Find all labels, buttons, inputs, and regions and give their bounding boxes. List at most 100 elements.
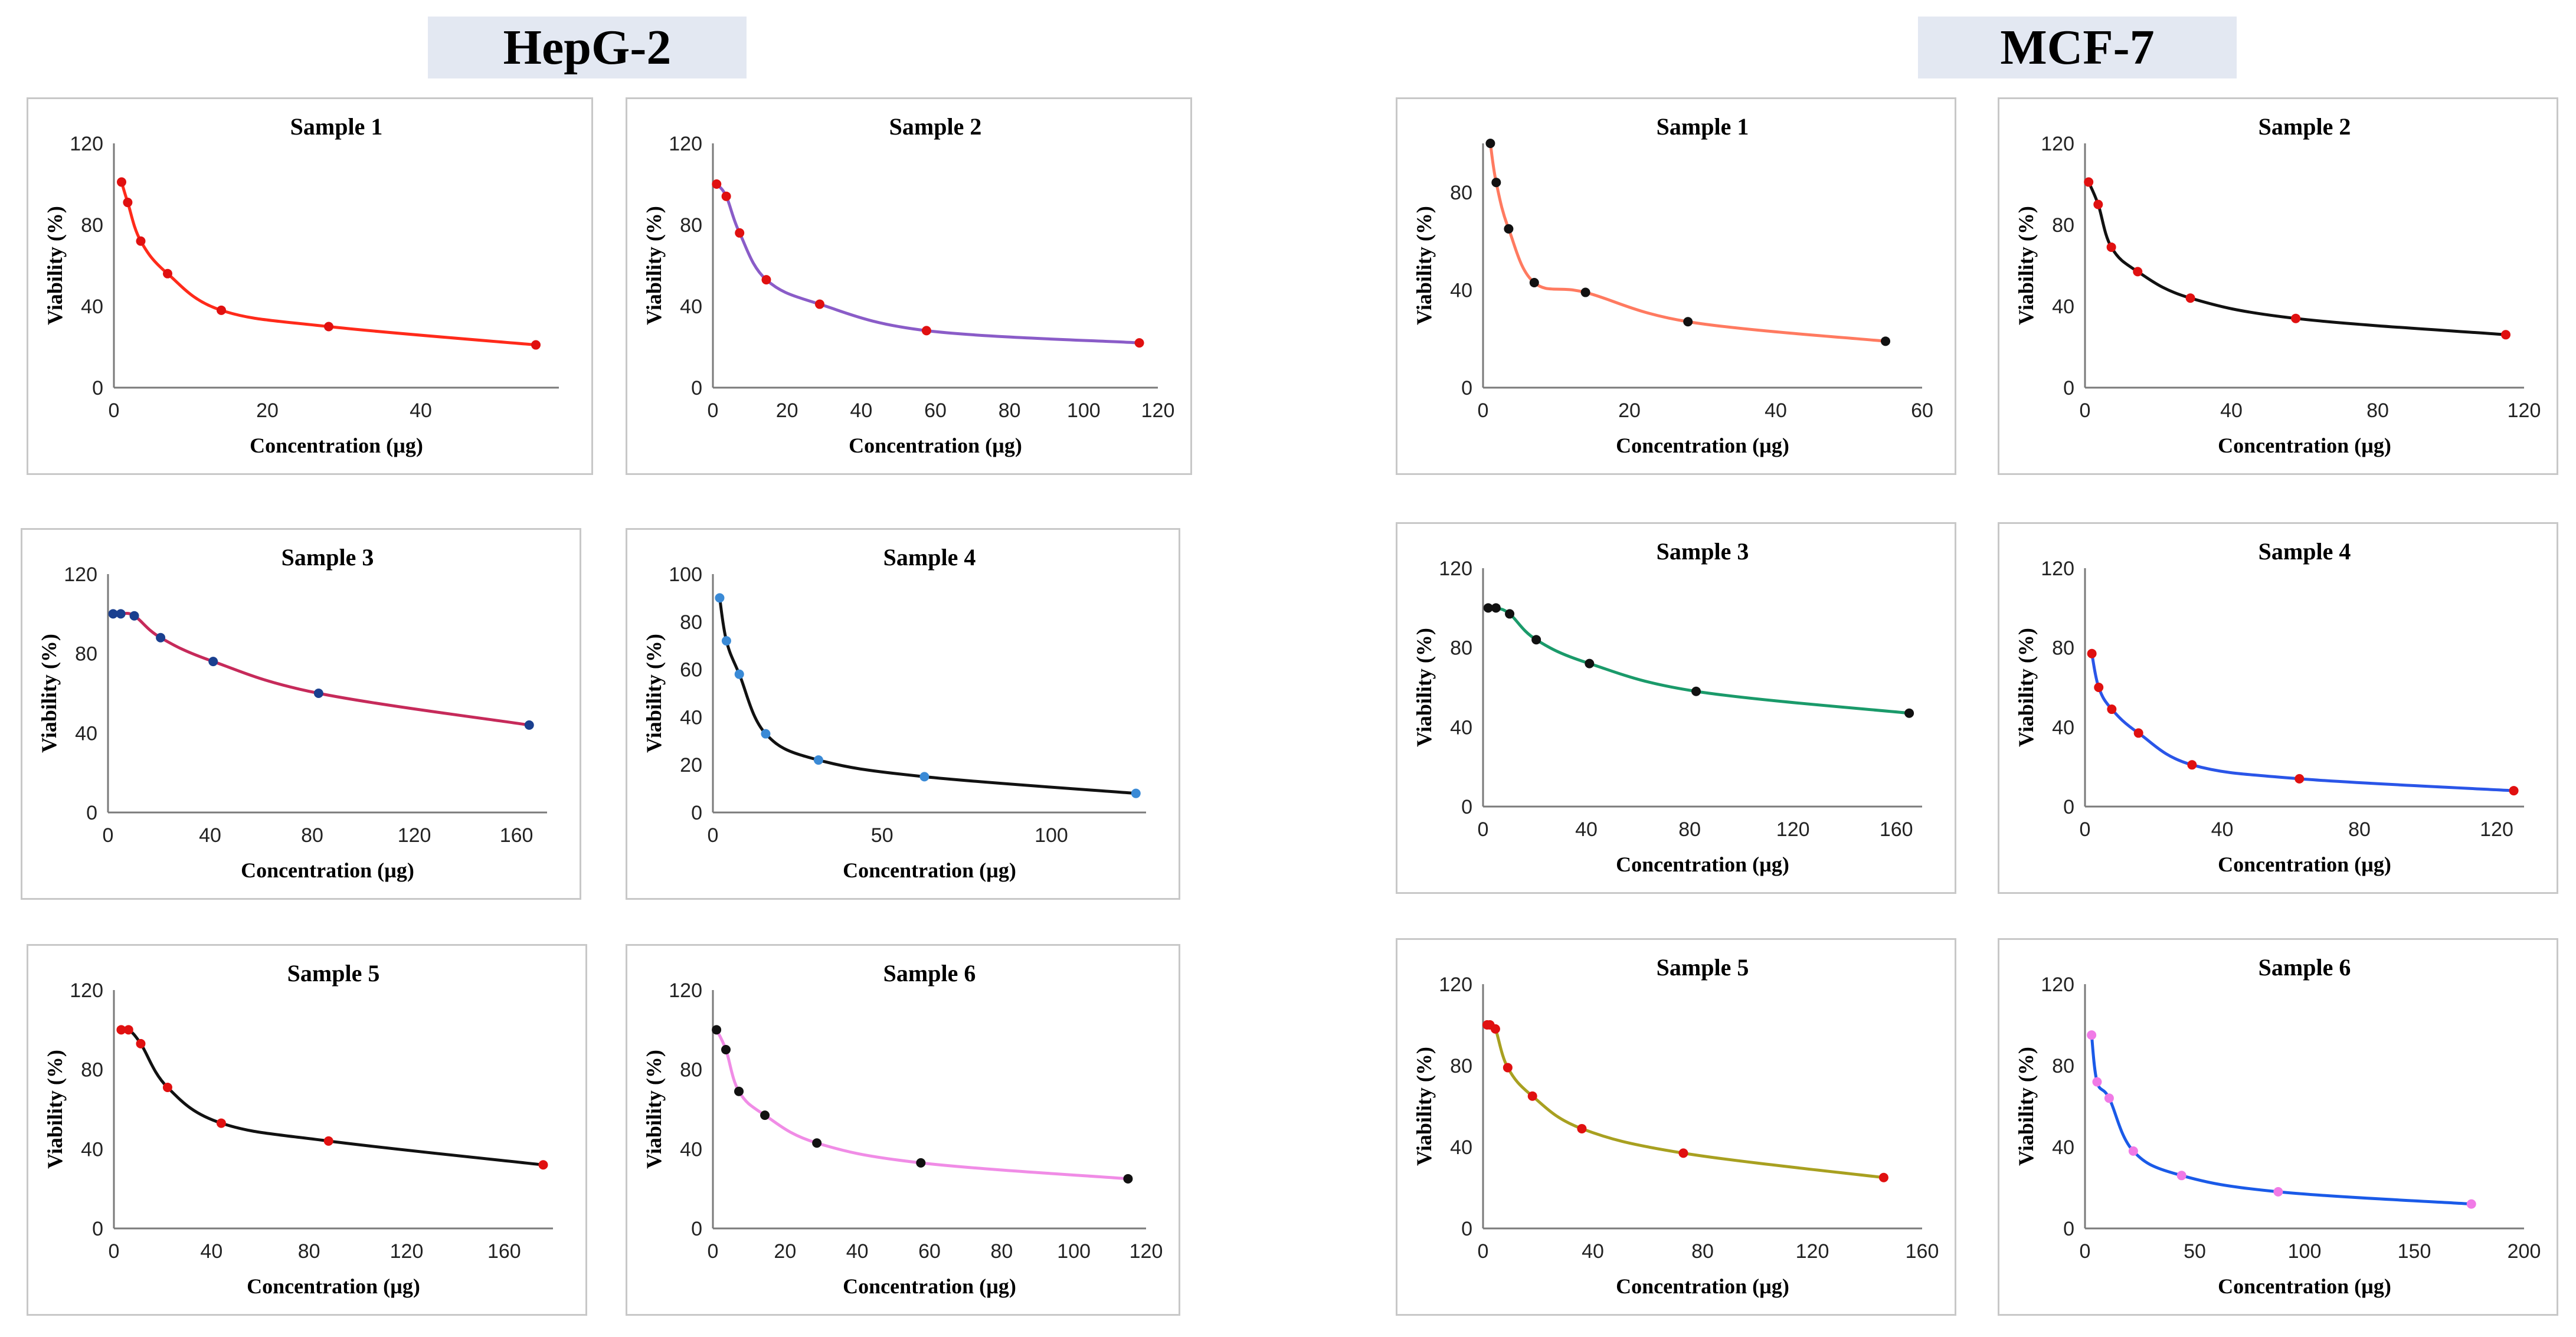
data-point bbox=[162, 1082, 172, 1092]
chart-title: Sample 1 bbox=[290, 113, 383, 140]
mcf7-sample1-chart: Sample 1 0 20 40 60 0 40 80 Concentration (µg) Vi… bbox=[1396, 97, 1956, 475]
data-point bbox=[2185, 293, 2195, 303]
x-tick-label: 0 bbox=[2080, 1240, 2091, 1263]
series-line bbox=[715, 1029, 1128, 1181]
mcf7-group-title: MCF-7 bbox=[1918, 17, 2237, 78]
x-axis-label: Concentration (µg) bbox=[250, 434, 423, 457]
y-axis-label: Viability (%) bbox=[43, 206, 67, 325]
x-tick-label: 120 bbox=[2508, 399, 2541, 422]
x-tick-label: 40 bbox=[200, 1240, 222, 1263]
x-tick-label: 60 bbox=[918, 1240, 941, 1263]
chart-svg: Sample 1 0 20 40 60 0 40 80 Concentration (µg) Vi… bbox=[1412, 113, 1933, 457]
y-tick-label: 0 bbox=[92, 1218, 103, 1240]
mcf7-sample2-chart: Sample 2 0 40 80 120 0 40 80 120 Concentration (µ… bbox=[1998, 97, 2558, 475]
chart-svg: Sample 3 0 40 80 120 160 0 40 80 120 Concentration… bbox=[37, 544, 547, 882]
x-tick-label: 40 bbox=[1575, 818, 1598, 841]
y-tick-label: 80 bbox=[2052, 1055, 2074, 1077]
y-tick-label: 100 bbox=[669, 563, 702, 586]
y-tick-label: 120 bbox=[64, 563, 97, 586]
data-point bbox=[2084, 177, 2094, 187]
data-point bbox=[1683, 317, 1693, 327]
y-tick-label: 80 bbox=[680, 611, 702, 634]
data-point bbox=[916, 1158, 926, 1168]
x-axis-label: Concentration (µg) bbox=[1616, 853, 1789, 876]
y-axis-label: Viability (%) bbox=[1412, 628, 1436, 747]
y-axis-label: Viability (%) bbox=[37, 634, 61, 753]
y-tick-label: 0 bbox=[86, 802, 97, 824]
data-point bbox=[531, 340, 541, 350]
y-tick-label: 40 bbox=[75, 722, 97, 745]
x-tick-label: 120 bbox=[398, 824, 431, 847]
y-tick-label: 0 bbox=[2063, 1218, 2074, 1240]
chart-svg: Sample 5 0 40 80 120 160 0 40 80 120 Concentration… bbox=[43, 960, 553, 1298]
data-point bbox=[2466, 1199, 2476, 1209]
y-tick-label: 40 bbox=[2052, 716, 2074, 739]
data-point bbox=[2128, 1146, 2138, 1156]
x-tick-label: 20 bbox=[776, 399, 798, 422]
data-point bbox=[1505, 609, 1515, 619]
x-axis-label: Concentration (µg) bbox=[843, 858, 1016, 882]
chart-svg: Sample 2 0 20 40 60 80 100 120 0 40 80 120 Concentra… bbox=[642, 113, 1174, 457]
y-tick-label: 120 bbox=[70, 133, 103, 155]
y-tick-label: 40 bbox=[1450, 279, 1472, 302]
data-point bbox=[2294, 774, 2305, 784]
x-tick-label: 40 bbox=[2211, 818, 2234, 841]
data-point bbox=[1531, 635, 1541, 645]
y-tick-label: 120 bbox=[1439, 974, 1472, 996]
chart-title: Sample 3 bbox=[282, 544, 374, 571]
hepg2-group-title: HepG-2 bbox=[428, 17, 747, 78]
x-tick-label: 40 bbox=[410, 399, 432, 422]
data-point bbox=[721, 1045, 731, 1054]
data-point bbox=[712, 179, 722, 189]
hepg2-sample4-chart: Sample 4 0 50 100 0 20 40 60 80 100 Concentration … bbox=[626, 528, 1180, 900]
x-tick-label: 40 bbox=[2220, 399, 2243, 422]
data-point bbox=[1904, 708, 1914, 718]
x-tick-label: 120 bbox=[1796, 1240, 1829, 1263]
data-point bbox=[323, 1136, 333, 1146]
data-point bbox=[2291, 313, 2301, 323]
x-tick-label: 80 bbox=[2348, 818, 2371, 841]
x-axis-label: Concentration (µg) bbox=[247, 1274, 420, 1298]
data-point bbox=[1134, 338, 1144, 348]
y-tick-label: 120 bbox=[2041, 133, 2074, 155]
data-point bbox=[734, 669, 744, 679]
chart-title: Sample 4 bbox=[883, 544, 976, 571]
data-point bbox=[2093, 199, 2103, 209]
y-tick-label: 80 bbox=[81, 214, 103, 237]
y-axis-label: Viability (%) bbox=[1412, 206, 1436, 325]
hepg2-sample6-chart: Sample 6 0 20 40 60 80 100 120 0 40 80 120 Concentra… bbox=[626, 944, 1180, 1316]
x-tick-label: 80 bbox=[999, 399, 1021, 422]
series-line bbox=[120, 1027, 544, 1166]
series-line bbox=[120, 181, 536, 347]
mcf7-sample6-chart: Sample 6 0 50 100 150 200 0 40 80 120 Concentratio… bbox=[1998, 938, 2558, 1316]
x-tick-label: 0 bbox=[708, 824, 719, 847]
chart-svg: Sample 4 0 50 100 0 20 40 60 80 100 Concentration … bbox=[642, 544, 1146, 882]
mcf7-sample5-chart: Sample 5 0 40 80 120 160 0 40 80 120 Concentration… bbox=[1396, 938, 1956, 1316]
data-point bbox=[2104, 1093, 2114, 1103]
data-point bbox=[814, 299, 824, 309]
y-axis-label: Viability (%) bbox=[1412, 1047, 1436, 1166]
y-tick-label: 0 bbox=[1461, 1218, 1472, 1240]
y-tick-label: 0 bbox=[1461, 796, 1472, 818]
data-point bbox=[2187, 760, 2197, 770]
y-tick-label: 40 bbox=[1450, 716, 1472, 739]
y-tick-label: 40 bbox=[1450, 1136, 1472, 1159]
data-point bbox=[721, 191, 731, 201]
chart-title: Sample 4 bbox=[2258, 538, 2351, 565]
series-line bbox=[1488, 606, 1910, 715]
x-tick-label: 0 bbox=[103, 824, 114, 847]
data-point bbox=[760, 1110, 770, 1120]
y-tick-label: 0 bbox=[691, 1218, 702, 1240]
x-tick-label: 100 bbox=[1067, 399, 1101, 422]
mcf7-sample4-chart: Sample 4 0 40 80 120 0 40 80 120 Concentration (µ… bbox=[1998, 522, 2558, 894]
y-tick-label: 0 bbox=[2063, 377, 2074, 399]
data-point bbox=[1527, 1091, 1537, 1101]
y-axis-label: Viability (%) bbox=[2014, 628, 2038, 747]
data-point bbox=[108, 609, 118, 619]
data-point bbox=[734, 1086, 744, 1096]
y-tick-label: 80 bbox=[1450, 637, 1472, 660]
y-tick-label: 120 bbox=[2041, 558, 2074, 580]
x-tick-label: 160 bbox=[487, 1240, 521, 1263]
x-tick-label: 80 bbox=[2366, 399, 2389, 422]
data-point bbox=[2094, 683, 2104, 692]
